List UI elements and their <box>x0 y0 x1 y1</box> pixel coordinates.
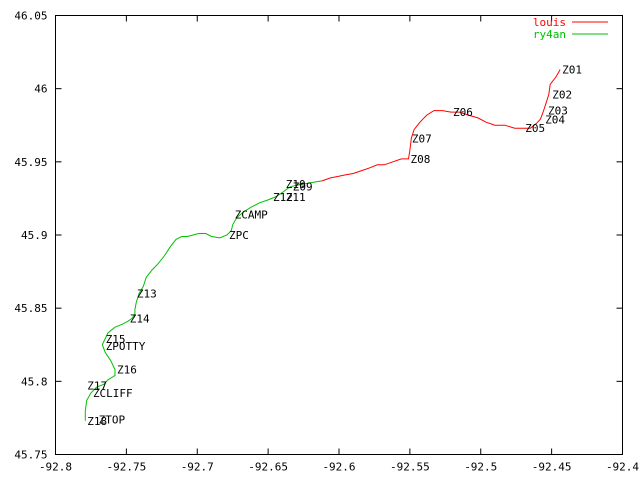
y-tick-label: 45.85 <box>14 302 47 315</box>
waypoint-label: Z17 <box>87 380 107 393</box>
waypoint-label: Z12 <box>273 191 293 204</box>
y-tick-label: 45.9 <box>21 229 48 242</box>
legend-label-louis: louis <box>533 16 566 29</box>
waypoint-label: Z07 <box>412 132 432 145</box>
waypoint-label: Z13 <box>137 288 157 301</box>
x-tick-label: -92.8 <box>39 461 72 474</box>
series-line-louis <box>321 69 561 182</box>
x-tick-label: -92.5 <box>464 461 497 474</box>
waypoint-label: Z11 <box>286 191 306 204</box>
x-tick-label: -92.75 <box>107 461 147 474</box>
waypoint-label: Z04 <box>545 113 565 126</box>
x-tick-label: -92.45 <box>532 461 572 474</box>
y-tick-label: 45.8 <box>21 375 48 388</box>
waypoint-label: Z18 <box>87 415 107 428</box>
axis-ticks <box>55 15 623 455</box>
waypoint-label: Z14 <box>130 312 150 325</box>
y-tick-label: 46.05 <box>14 10 47 23</box>
waypoint-label: Z05 <box>525 122 545 135</box>
x-tick-label: -92.65 <box>248 461 288 474</box>
waypoint-label: ZCLIFF <box>93 387 133 400</box>
waypoint-label: Z09 <box>293 181 313 194</box>
y-tick-label: 45.75 <box>14 449 47 462</box>
legend-label-ry4an: ry4an <box>533 28 566 41</box>
waypoint-label: Z10 <box>286 178 306 191</box>
waypoint-label: Z03 <box>548 105 568 118</box>
waypoint-label: ZPC <box>229 229 249 242</box>
waypoint-label: Z15 <box>106 333 126 346</box>
x-tick-label: -92.6 <box>322 461 355 474</box>
waypoint-label: Z01 <box>562 64 582 77</box>
plot-frame <box>55 15 623 455</box>
waypoint-label: ZCAMP <box>235 209 268 222</box>
y-tick-label: 46 <box>34 83 47 96</box>
waypoint-label: Z02 <box>552 89 572 102</box>
waypoint-label: ZTOP <box>99 413 126 426</box>
series-lines <box>84 69 561 421</box>
series-line-ry4an <box>84 180 323 421</box>
waypoint-label: ZPOTTY <box>106 340 146 353</box>
waypoint-label: Z16 <box>117 364 137 377</box>
x-tick-label: -92.4 <box>606 461 639 474</box>
waypoint-label: Z08 <box>410 153 430 166</box>
waypoint-label: Z06 <box>453 106 473 119</box>
axis-tick-labels: -92.8 -92.75 -92.7 -92.65 -92.6 -92.55 -92.5 -9… <box>14 10 639 474</box>
x-tick-label: -92.55 <box>390 461 430 474</box>
x-tick-label: -92.7 <box>181 461 214 474</box>
y-tick-label: 45.95 <box>14 156 47 169</box>
